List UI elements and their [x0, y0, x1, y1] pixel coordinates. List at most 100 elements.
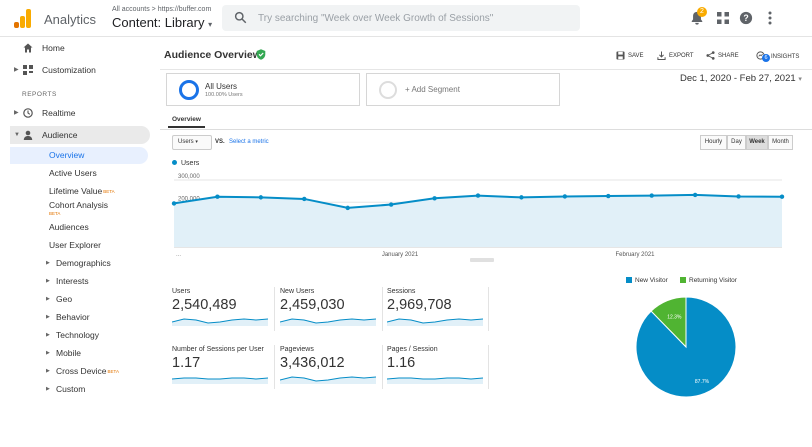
scorecard-label: Sessions	[387, 288, 416, 295]
data-point[interactable]	[171, 201, 177, 206]
insights-label: INSIGHTS	[771, 53, 800, 60]
scorecard-pageviews[interactable]: Pageviews 3,436,012	[279, 346, 380, 386]
sidebar-label: Customization	[42, 65, 96, 75]
scorecard-users[interactable]: Users 2,540,489	[171, 288, 272, 328]
data-point[interactable]	[562, 194, 568, 199]
scorecard-pages-per-session[interactable]: Pages / Session 1.16	[386, 346, 487, 386]
scorecard-label: Number of Sessions per User	[172, 346, 264, 353]
insights-button[interactable]: 6 INSIGHTS	[756, 51, 800, 62]
segment-all-users[interactable]: All Users 100.00% Users	[166, 73, 360, 106]
scorecard-value: 2,969,708	[387, 297, 452, 313]
customization-grid-icon	[23, 65, 33, 75]
beta-badge: BETA	[103, 189, 115, 194]
sidebar-item-geo[interactable]: ▶ Geo	[10, 291, 148, 308]
data-point[interactable]	[692, 192, 698, 198]
sidebar-item-overview[interactable]: Overview	[10, 147, 148, 164]
sidebar-item-audiences[interactable]: Audiences	[10, 219, 148, 236]
data-point[interactable]	[475, 193, 481, 198]
data-point[interactable]	[779, 194, 785, 199]
add-segment-button[interactable]: + Add Segment	[366, 73, 560, 106]
segment-subtitle: 100.00% Users	[205, 92, 243, 98]
export-icon	[657, 51, 666, 60]
legend-label: Returning Visitor	[689, 277, 737, 284]
sidebar-label: Mobile	[56, 348, 82, 358]
scorecard-sessions-per-user[interactable]: Number of Sessions per User 1.17	[171, 346, 272, 386]
sidebar-item-active-users[interactable]: Active Users	[10, 165, 148, 182]
help-icon[interactable]: ?	[738, 10, 754, 26]
scorecard-label: Pages / Session	[387, 346, 438, 353]
save-label: SAVE	[628, 53, 644, 60]
granularity-hourly-button[interactable]: Hourly	[700, 135, 727, 150]
data-point[interactable]	[388, 202, 394, 207]
export-button[interactable]: EXPORT	[657, 51, 694, 60]
granularity-week-button[interactable]: Week	[746, 135, 768, 150]
sidebar-item-user-explorer[interactable]: User Explorer	[10, 237, 148, 254]
scorecard-sessions[interactable]: Sessions 2,969,708	[386, 288, 487, 328]
search-bar[interactable]: Try searching "Week over Week Growth of …	[222, 5, 580, 31]
data-point[interactable]	[606, 193, 611, 199]
data-point[interactable]	[649, 193, 654, 198]
share-button[interactable]: SHARE	[706, 51, 739, 60]
beta-badge: BETA	[49, 211, 61, 216]
sidebar-item-custom[interactable]: ▶ Custom	[10, 381, 148, 398]
granularity-month-button[interactable]: Month	[768, 135, 793, 150]
x-tick-label: January 2021	[382, 252, 419, 258]
date-range-picker[interactable]: Dec 1, 2020 - Feb 27, 2021 ▾	[680, 73, 802, 84]
y-tick-label: 200,000	[178, 196, 200, 202]
sidebar-item-realtime[interactable]: ▶ Realtime	[10, 104, 150, 122]
scorecard-new-users[interactable]: New Users 2,459,030	[279, 288, 380, 328]
header-divider	[160, 69, 812, 70]
page-title: Audience Overview	[164, 49, 261, 61]
sidebar-label: Audiences	[49, 222, 89, 232]
scorecard-value: 1.17	[172, 355, 201, 371]
metric-selector[interactable]: Users ▾	[172, 135, 212, 150]
sidebar-label: Home	[42, 43, 65, 53]
data-point[interactable]	[736, 194, 741, 199]
caret-down-icon: ▾	[208, 20, 213, 29]
y-tick-label: 300,000	[178, 174, 200, 180]
save-button[interactable]: SAVE	[616, 51, 644, 60]
sidebar-item-mobile[interactable]: ▶ Mobile	[10, 345, 148, 362]
sidebar-label: Behavior	[56, 312, 90, 322]
more-vertical-icon[interactable]	[762, 10, 778, 26]
select-metric-link[interactable]: Select a metric	[229, 139, 269, 145]
chart-resize-handle[interactable]	[470, 258, 494, 262]
visitor-pie-chart: 12.3% 87.7%	[635, 296, 737, 398]
sidebar-item-technology[interactable]: ▶ Technology	[10, 327, 148, 344]
granularity-day-button[interactable]: Day	[727, 135, 746, 150]
pie-slice-new-visitor[interactable]	[635, 296, 737, 398]
sidebar-label: Demographics	[56, 258, 111, 268]
sidebar-item-customization[interactable]: ▶ Customization	[10, 61, 150, 79]
tab-overview[interactable]: Overview	[168, 111, 205, 128]
view-selector[interactable]: Content: Library ▾	[112, 15, 212, 30]
sidebar-item-home[interactable]: Home	[10, 39, 150, 57]
data-point[interactable]	[432, 196, 437, 201]
sidebar-item-cohort-analysis[interactable]: Cohort Analysis BETA	[10, 199, 148, 219]
share-icon	[706, 51, 715, 60]
scorecard-label: New Users	[280, 288, 315, 295]
sparkline	[386, 377, 484, 384]
sidebar-item-cross-device[interactable]: ▶ Cross DeviceBETA	[10, 363, 148, 380]
tab-divider	[160, 129, 812, 130]
apps-grid-icon[interactable]	[715, 10, 731, 26]
analytics-logo-icon[interactable]	[14, 8, 32, 28]
account-path[interactable]: All accounts > https://buffer.com	[112, 6, 212, 13]
data-point[interactable]	[519, 195, 524, 200]
sidebar-item-demographics[interactable]: ▶ Demographics	[10, 255, 148, 272]
sidebar-item-behavior[interactable]: ▶ Behavior	[10, 309, 148, 326]
legend-swatch	[680, 277, 686, 284]
data-point[interactable]	[215, 194, 220, 199]
data-point[interactable]	[302, 196, 307, 202]
sidebar-item-lifetime-value[interactable]: Lifetime ValueBETA	[10, 183, 148, 200]
sidebar-label: Custom	[56, 384, 86, 394]
sidebar-item-audience[interactable]: ▼ Audience	[10, 126, 150, 144]
beta-badge: BETA	[107, 369, 119, 374]
x-tick-label: February 2021	[615, 252, 655, 258]
legend-new-visitor: New Visitor	[626, 277, 668, 284]
top-bar: Analytics All accounts > https://buffer.…	[0, 0, 812, 37]
pie-slice-label: 12.3%	[667, 314, 682, 320]
data-point[interactable]	[258, 195, 264, 200]
notifications-bell-icon[interactable]: 2	[690, 7, 707, 26]
sidebar-item-interests[interactable]: ▶ Interests	[10, 273, 148, 290]
data-point[interactable]	[345, 205, 350, 211]
